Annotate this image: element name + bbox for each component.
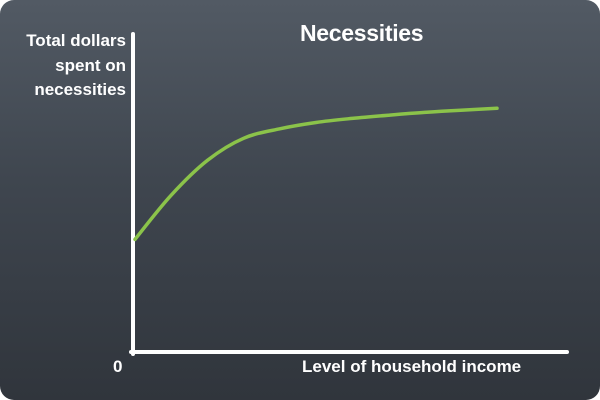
chart-title: Necessities [300,20,424,46]
y-axis-label-line-3: necessities [34,80,126,99]
origin-label: 0 [113,357,123,376]
y-axis-label-line-1: Total dollars [26,31,126,50]
y-axis-label: Total dollars spent on necessities [26,29,126,103]
x-axis-label: Level of household income [302,357,522,376]
series-line [133,106,499,242]
y-axis-label-line-2: spent on [55,55,126,75]
